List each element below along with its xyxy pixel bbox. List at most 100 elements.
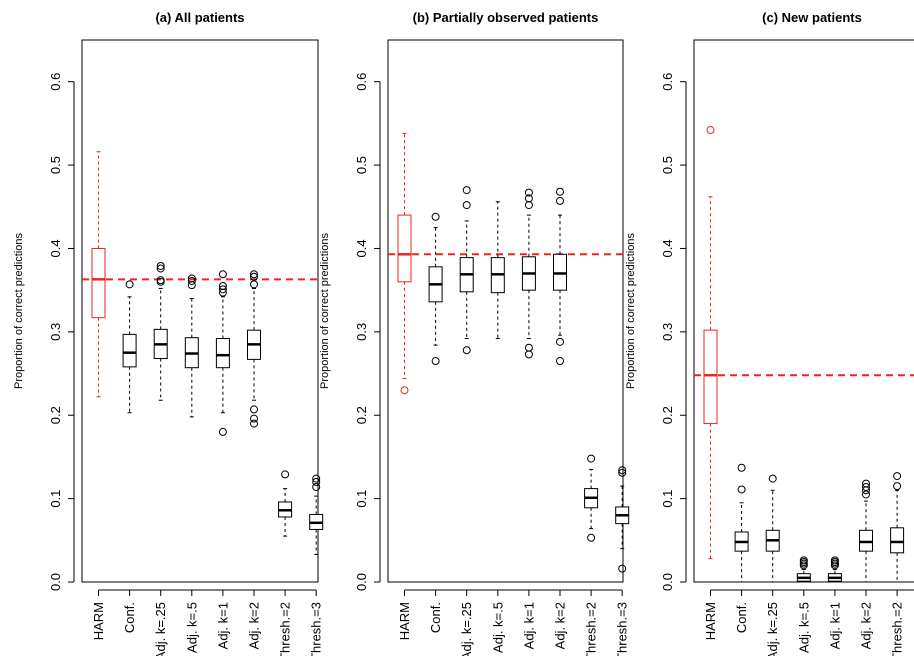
category-label: Conf.	[734, 602, 749, 633]
box-thresh-2	[584, 454, 599, 542]
outlier-point	[618, 466, 627, 475]
panel-1: (a) All patients 0.0 0.1 0.2 0.3 0.4 0.5 0.6 Pro…	[13, 10, 324, 661]
box-adj-k-2	[247, 270, 261, 428]
outlier-point	[893, 472, 902, 481]
outlier-point	[618, 564, 627, 573]
category-label: Conf.	[122, 602, 137, 633]
outlier-point	[218, 281, 227, 290]
outlier-point	[862, 479, 870, 488]
box-iqr	[703, 329, 718, 425]
y-tick-label: 0.2	[48, 406, 63, 424]
panel-title: (c) New patients	[762, 10, 862, 25]
y-tick-label: 0.0	[354, 573, 369, 591]
y-tick-label: 0.4	[354, 239, 369, 257]
outlier-point	[250, 270, 258, 279]
outlier-point	[125, 280, 134, 289]
y-axis-label: Proportion of correct predictions	[625, 233, 637, 389]
outlier-point	[187, 274, 196, 283]
y-tick-label: 0.5	[48, 156, 63, 174]
outlier-point	[556, 337, 564, 346]
outlier-point	[156, 261, 165, 270]
outlier-point	[587, 454, 596, 463]
category-label: Adj. k=2	[247, 602, 262, 649]
box-conf-	[734, 463, 749, 583]
category-label: Adj. k=.25	[459, 602, 474, 656]
y-tick-label: 0.1	[354, 490, 369, 508]
outlier-point	[737, 485, 746, 494]
category-label: Adj. k=1	[215, 602, 230, 649]
y-tick-label: 0.0	[48, 573, 63, 591]
outlier-point	[250, 419, 258, 428]
box-adj-k-5	[796, 556, 811, 583]
outlier-point	[524, 201, 533, 210]
category-label: Adj. k=.5	[490, 602, 505, 653]
outlier-point	[862, 482, 870, 491]
box-iqr	[859, 529, 873, 552]
outlier-point	[618, 468, 627, 477]
box-adj-k-5	[490, 201, 505, 340]
category-label: Adj. k=2	[553, 602, 568, 649]
outlier-point	[431, 357, 440, 366]
outlier-point	[587, 533, 596, 542]
box-thresh-2	[890, 472, 905, 583]
box-adj-k-1	[521, 188, 536, 359]
y-tick-label: 0.4	[660, 239, 675, 257]
box-thresh-2	[278, 470, 293, 537]
outlier-point	[556, 196, 564, 205]
box-thresh-3	[615, 466, 630, 573]
category-label: Adj. k=.25	[765, 602, 780, 656]
y-tick-label: 0.6	[354, 73, 369, 91]
outlier-point	[250, 414, 258, 423]
category-label: Thresh.=3	[615, 602, 630, 656]
category-label: HARM	[703, 602, 718, 640]
outlier-point	[281, 470, 290, 479]
box-iqr	[215, 338, 230, 369]
y-tick-label: 0.1	[660, 490, 675, 508]
category-label: Adj. k=2	[859, 602, 874, 649]
category-label: HARM	[397, 602, 412, 640]
outlier-point	[768, 474, 777, 483]
box-adj-k-25	[459, 186, 474, 355]
outlier-point	[524, 188, 533, 197]
box-iqr	[91, 247, 106, 319]
category-label: Adj. k=1	[521, 602, 536, 649]
category-label: Conf.	[428, 602, 443, 633]
outlier-point	[799, 556, 808, 565]
box-iqr	[397, 214, 412, 283]
y-tick-label: 0.2	[354, 406, 369, 424]
box-adj-k-2	[553, 187, 567, 366]
box-iqr	[890, 527, 905, 554]
y-tick-label: 0.5	[354, 156, 369, 174]
outlier-point	[218, 427, 227, 436]
box-adj-k-25	[153, 261, 168, 401]
category-label: Adj. k=.5	[796, 602, 811, 653]
category-label: Adj. k=1	[827, 602, 842, 649]
category-label: Thresh.=2	[584, 602, 599, 656]
plot-frame	[387, 39, 624, 583]
outlier-point	[862, 490, 870, 499]
y-tick-label: 0.3	[660, 323, 675, 341]
y-tick-label: 0.1	[48, 490, 63, 508]
outlier-point	[737, 463, 746, 472]
box-iqr	[553, 253, 567, 291]
y-axis-label: Proportion of correct predictions	[319, 233, 331, 389]
outlier-point	[462, 186, 471, 195]
outlier-point	[218, 270, 227, 279]
outlier-point	[250, 280, 258, 289]
outlier-point	[156, 276, 165, 285]
y-tick-label: 0.4	[48, 239, 63, 257]
outlier-point	[312, 477, 321, 486]
outlier-point	[524, 194, 533, 203]
plot-frame	[81, 39, 319, 583]
box-adj-k-25	[765, 474, 780, 583]
category-label: HARM	[91, 602, 106, 640]
outlier-point	[524, 343, 533, 352]
category-label: Thresh.=3	[309, 602, 324, 656]
box-adj-k-5	[184, 274, 199, 418]
outlier-point	[462, 201, 471, 210]
category-label: Thresh.=2	[890, 602, 905, 656]
outlier-point	[893, 482, 902, 491]
outlier-point	[250, 405, 258, 414]
